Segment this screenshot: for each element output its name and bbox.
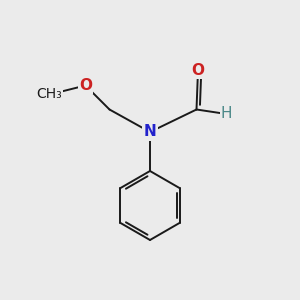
Text: O: O bbox=[79, 78, 92, 93]
Text: N: N bbox=[144, 124, 156, 140]
Text: O: O bbox=[191, 63, 205, 78]
Text: CH₃: CH₃ bbox=[37, 88, 62, 101]
Text: H: H bbox=[221, 106, 232, 122]
